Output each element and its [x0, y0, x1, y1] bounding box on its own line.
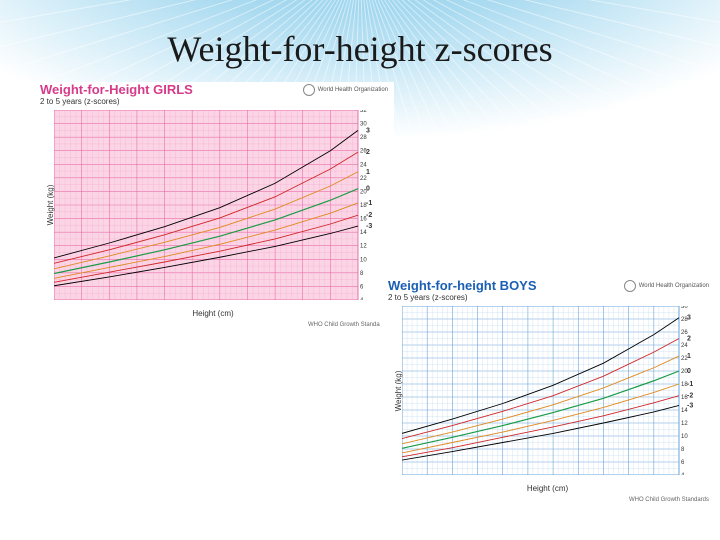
svg-text:8: 8 [681, 447, 685, 453]
svg-text:4: 4 [681, 473, 685, 475]
chart-boys-footer: WHO Child Growth Standards [629, 497, 709, 503]
svg-text:6: 6 [360, 284, 364, 290]
svg-text:10: 10 [360, 257, 367, 263]
svg-text:0: 0 [687, 368, 691, 375]
svg-text:12: 12 [681, 421, 688, 427]
chart-boys-plot: 4681012141618202224262830468101214161820… [402, 306, 693, 475]
chart-girls-subtitle: 2 to 5 years (z-scores) [40, 97, 120, 106]
svg-text:10: 10 [681, 434, 688, 440]
svg-text:32: 32 [360, 110, 367, 114]
svg-text:30: 30 [681, 306, 688, 310]
svg-text:-1: -1 [687, 381, 693, 388]
svg-text:3: 3 [687, 315, 691, 322]
svg-text:8: 8 [360, 271, 364, 277]
chart-boys-subtitle: 2 to 5 years (z-scores) [388, 293, 468, 302]
svg-text:1: 1 [687, 353, 691, 360]
chart-boys-ylabel: Weight (kg) [394, 370, 403, 411]
svg-text:-3: -3 [366, 223, 372, 230]
slide-title: Weight-for-height z-scores [0, 28, 720, 70]
svg-text:28: 28 [360, 135, 367, 141]
svg-text:12: 12 [360, 244, 367, 250]
chart-girls-ylabel: Weight (kg) [46, 185, 55, 226]
chart-boys-title: Weight-for-height BOYS [388, 278, 537, 293]
chart-girls: Weight-for-Height GIRLS 2 to 5 years (z-… [32, 82, 394, 328]
svg-text:-2: -2 [687, 393, 693, 400]
svg-text:0: 0 [366, 186, 370, 193]
chart-girls-plot: 4681012141618202224262830324681012141618… [54, 110, 372, 300]
svg-text:4: 4 [360, 298, 364, 300]
who-logo: World Health Organization [303, 84, 388, 96]
svg-text:14: 14 [360, 230, 367, 236]
chart-girls-title: Weight-for-Height GIRLS [40, 82, 193, 97]
svg-text:-3: -3 [687, 402, 693, 409]
svg-text:3: 3 [366, 127, 370, 134]
chart-girls-xlabel: Height (cm) [32, 309, 394, 318]
chart-boys: Weight-for-height BOYS 2 to 5 years (z-s… [380, 278, 715, 503]
svg-text:6: 6 [681, 460, 685, 466]
who-logo: World Health Organization [624, 280, 709, 292]
chart-girls-footer: WHO Child Growth Standards [308, 322, 388, 328]
svg-text:24: 24 [681, 343, 688, 349]
svg-text:-2: -2 [366, 212, 372, 219]
svg-text:2: 2 [687, 336, 691, 343]
svg-text:22: 22 [360, 176, 367, 182]
chart-boys-xlabel: Height (cm) [380, 484, 715, 493]
svg-text:2: 2 [366, 149, 370, 156]
svg-text:-1: -1 [366, 200, 372, 207]
svg-text:1: 1 [366, 169, 370, 176]
svg-text:24: 24 [360, 162, 367, 168]
